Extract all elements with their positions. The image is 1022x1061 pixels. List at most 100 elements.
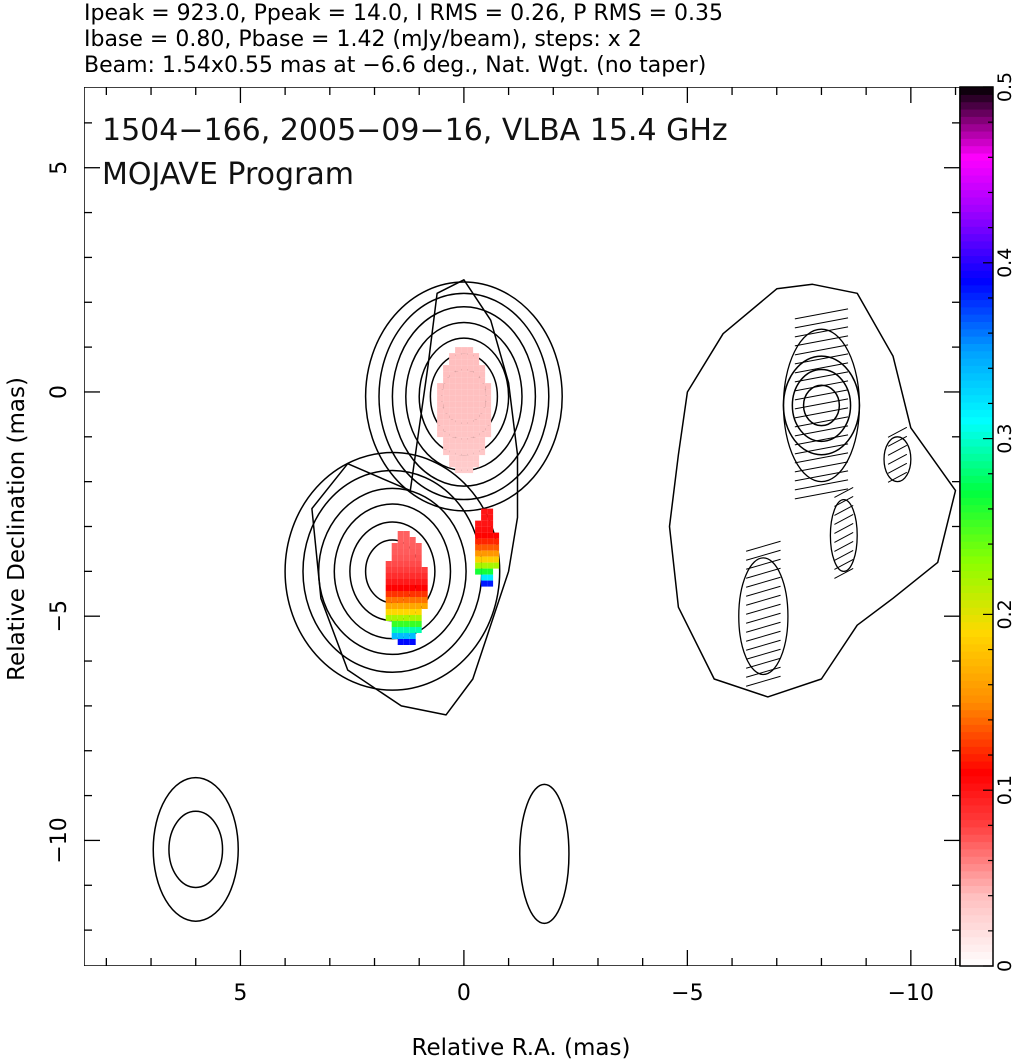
colorbar-swatch: [960, 746, 993, 755]
pol-pixel-jet-edge-pol: [493, 550, 500, 557]
pol-pixel-core-pol: [461, 407, 468, 414]
hatch-line: [746, 540, 781, 552]
pol-pixel-core-pol: [461, 431, 468, 438]
pol-pixel-core-pol: [449, 365, 456, 372]
pol-pixel-inner-jet-pol: [397, 621, 404, 627]
pol-pixel-core-pol: [437, 419, 444, 426]
pol-pixel-inner-jet-pol: [391, 603, 398, 609]
pol-pixel-core-pol: [449, 413, 456, 420]
pol-pixel-core-pol: [467, 413, 474, 420]
hatch-line: [794, 308, 849, 320]
pol-pixel-core-pol: [437, 407, 444, 414]
colorbar-swatch: [960, 870, 993, 879]
hatch-line: [834, 567, 854, 579]
pol-pixel-jet-edge-pol: [493, 538, 500, 545]
colorbar-swatch: [960, 240, 993, 249]
pol-pixel-core-pol: [455, 389, 462, 396]
colorbar-swatch: [960, 826, 993, 835]
hatch-line: [746, 630, 781, 642]
pol-pixel-core-pol: [461, 383, 468, 390]
colorbar-swatch: [960, 306, 993, 315]
hatch-line: [794, 389, 849, 401]
colorbar-swatch: [960, 651, 993, 659]
pol-pixel-core-pol: [437, 389, 444, 396]
pol-pixel-inner-jet-pol: [421, 603, 428, 609]
colorbar-swatch: [960, 489, 993, 498]
pol-pixel-core-pol: [473, 353, 480, 360]
pol-pixel-core-pol: [443, 383, 450, 390]
pol-pixel-jet-edge-pol: [475, 550, 482, 557]
colorbar-swatch: [960, 900, 993, 908]
pol-pixel-core-pol: [473, 359, 480, 366]
pol-pixel-core-pol: [461, 371, 468, 378]
pol-pixel-core-pol: [467, 443, 474, 450]
pol-pixel-core-pol: [443, 407, 450, 414]
pol-pixel-core-pol: [473, 437, 480, 444]
pol-pixel-core-pol: [467, 389, 474, 396]
x-tick-label: 5: [233, 981, 247, 1006]
pol-pixel-inner-jet-pol: [403, 591, 410, 597]
pol-pixel-jet-edge-pol: [481, 574, 488, 581]
hatch-line: [746, 549, 781, 561]
pol-pixel-inner-jet-pol: [409, 627, 416, 633]
colorbar-swatch: [960, 87, 993, 95]
colorbar-swatch: [960, 101, 993, 110]
hatch-line: [794, 416, 849, 428]
pol-pixel-inner-jet-pol: [403, 567, 410, 573]
colorbar-swatch: [960, 914, 993, 923]
colorbar-swatch: [960, 841, 993, 850]
pol-pixel-core-pol: [473, 455, 480, 462]
colorbar-swatch: [960, 262, 993, 271]
pol-pixel-inner-jet-pol: [403, 573, 410, 579]
colorbar-swatch: [960, 248, 993, 257]
pol-pixel-core-pol: [467, 437, 474, 444]
pol-pixel-core-pol: [473, 419, 480, 426]
pol-pixel-core-pol: [455, 425, 462, 432]
pol-pixel-jet-edge-pol: [487, 544, 494, 551]
pol-pixel-inner-jet-pol: [409, 549, 416, 555]
colorbar-swatch: [960, 196, 993, 205]
colorbar-swatch: [960, 314, 993, 322]
pol-pixel-core-pol: [467, 431, 474, 438]
pol-pixel-core-pol: [479, 419, 486, 426]
pol-pixel-core-pol: [455, 419, 462, 426]
hatch-line: [887, 471, 908, 483]
pol-pixel-jet-edge-pol: [475, 526, 482, 533]
colorbar-swatch: [960, 643, 993, 652]
colorbar-swatch: [960, 768, 993, 777]
colorbar-swatch: [960, 892, 993, 901]
pol-pixel-core-pol: [449, 371, 456, 378]
hatch-line: [746, 567, 781, 579]
pol-pixel-core-pol: [467, 365, 474, 372]
pol-pixel-inner-jet-pol: [385, 609, 392, 615]
pol-pixel-inner-jet-pol: [397, 627, 404, 633]
hatch-line: [794, 425, 849, 437]
pol-pixel-jet-edge-pol: [487, 520, 494, 527]
pol-pixel-inner-jet-pol: [415, 567, 422, 573]
contour-envelope: [668, 283, 957, 698]
pol-pixel-inner-jet-pol: [397, 615, 404, 621]
pol-pixel-core-pol: [473, 425, 480, 432]
hatch-line: [746, 585, 781, 597]
y-tick-label: −5: [47, 600, 72, 632]
colorbar-swatch: [960, 519, 993, 528]
pol-pixel-core-pol: [437, 395, 444, 402]
colorbar-swatch: [960, 189, 993, 198]
pol-pixel-core-pol: [437, 383, 444, 390]
pol-pixel-inner-jet-pol: [403, 621, 410, 627]
pol-pixel-inner-jet-pol: [421, 591, 428, 597]
pol-pixel-jet-edge-pol: [475, 556, 482, 563]
pol-pixel-jet-edge-pol: [493, 532, 500, 539]
negative-contour-hatching: [738, 308, 912, 687]
colorbar-tick-label: 0.5: [994, 72, 1016, 102]
pol-pixel-core-pol: [467, 419, 474, 426]
pol-pixel-inner-jet-pol: [409, 591, 416, 597]
pol-pixel-core-pol: [461, 401, 468, 408]
hatch-line: [794, 443, 849, 455]
colorbar-swatch: [960, 834, 993, 843]
pol-pixel-core-pol: [473, 395, 480, 402]
pol-pixel-inner-jet-pol: [403, 639, 410, 645]
pol-pixel-jet-edge-pol: [475, 520, 482, 527]
pol-pixel-core-pol: [467, 449, 474, 456]
colorbar-swatch: [960, 673, 993, 681]
